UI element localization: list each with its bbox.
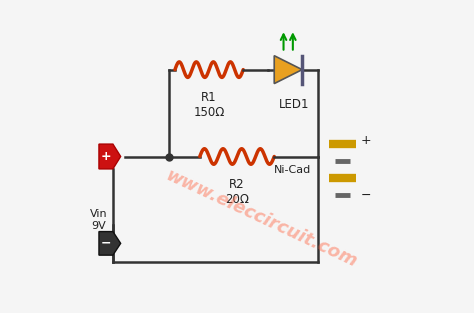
Polygon shape — [274, 56, 302, 84]
Text: +: + — [101, 150, 111, 163]
Text: Ni-Cad: Ni-Cad — [274, 166, 311, 176]
Text: Vin
9V: Vin 9V — [90, 209, 108, 231]
Text: −: − — [361, 189, 372, 202]
Polygon shape — [99, 232, 121, 255]
Text: R2
20Ω: R2 20Ω — [225, 178, 249, 206]
Polygon shape — [99, 144, 121, 169]
Text: +: + — [361, 135, 372, 147]
Text: www.eleccircuit.com: www.eleccircuit.com — [163, 166, 361, 271]
Text: LED1: LED1 — [279, 98, 310, 110]
Text: R1
150Ω: R1 150Ω — [193, 91, 225, 119]
Text: −: − — [101, 237, 111, 250]
